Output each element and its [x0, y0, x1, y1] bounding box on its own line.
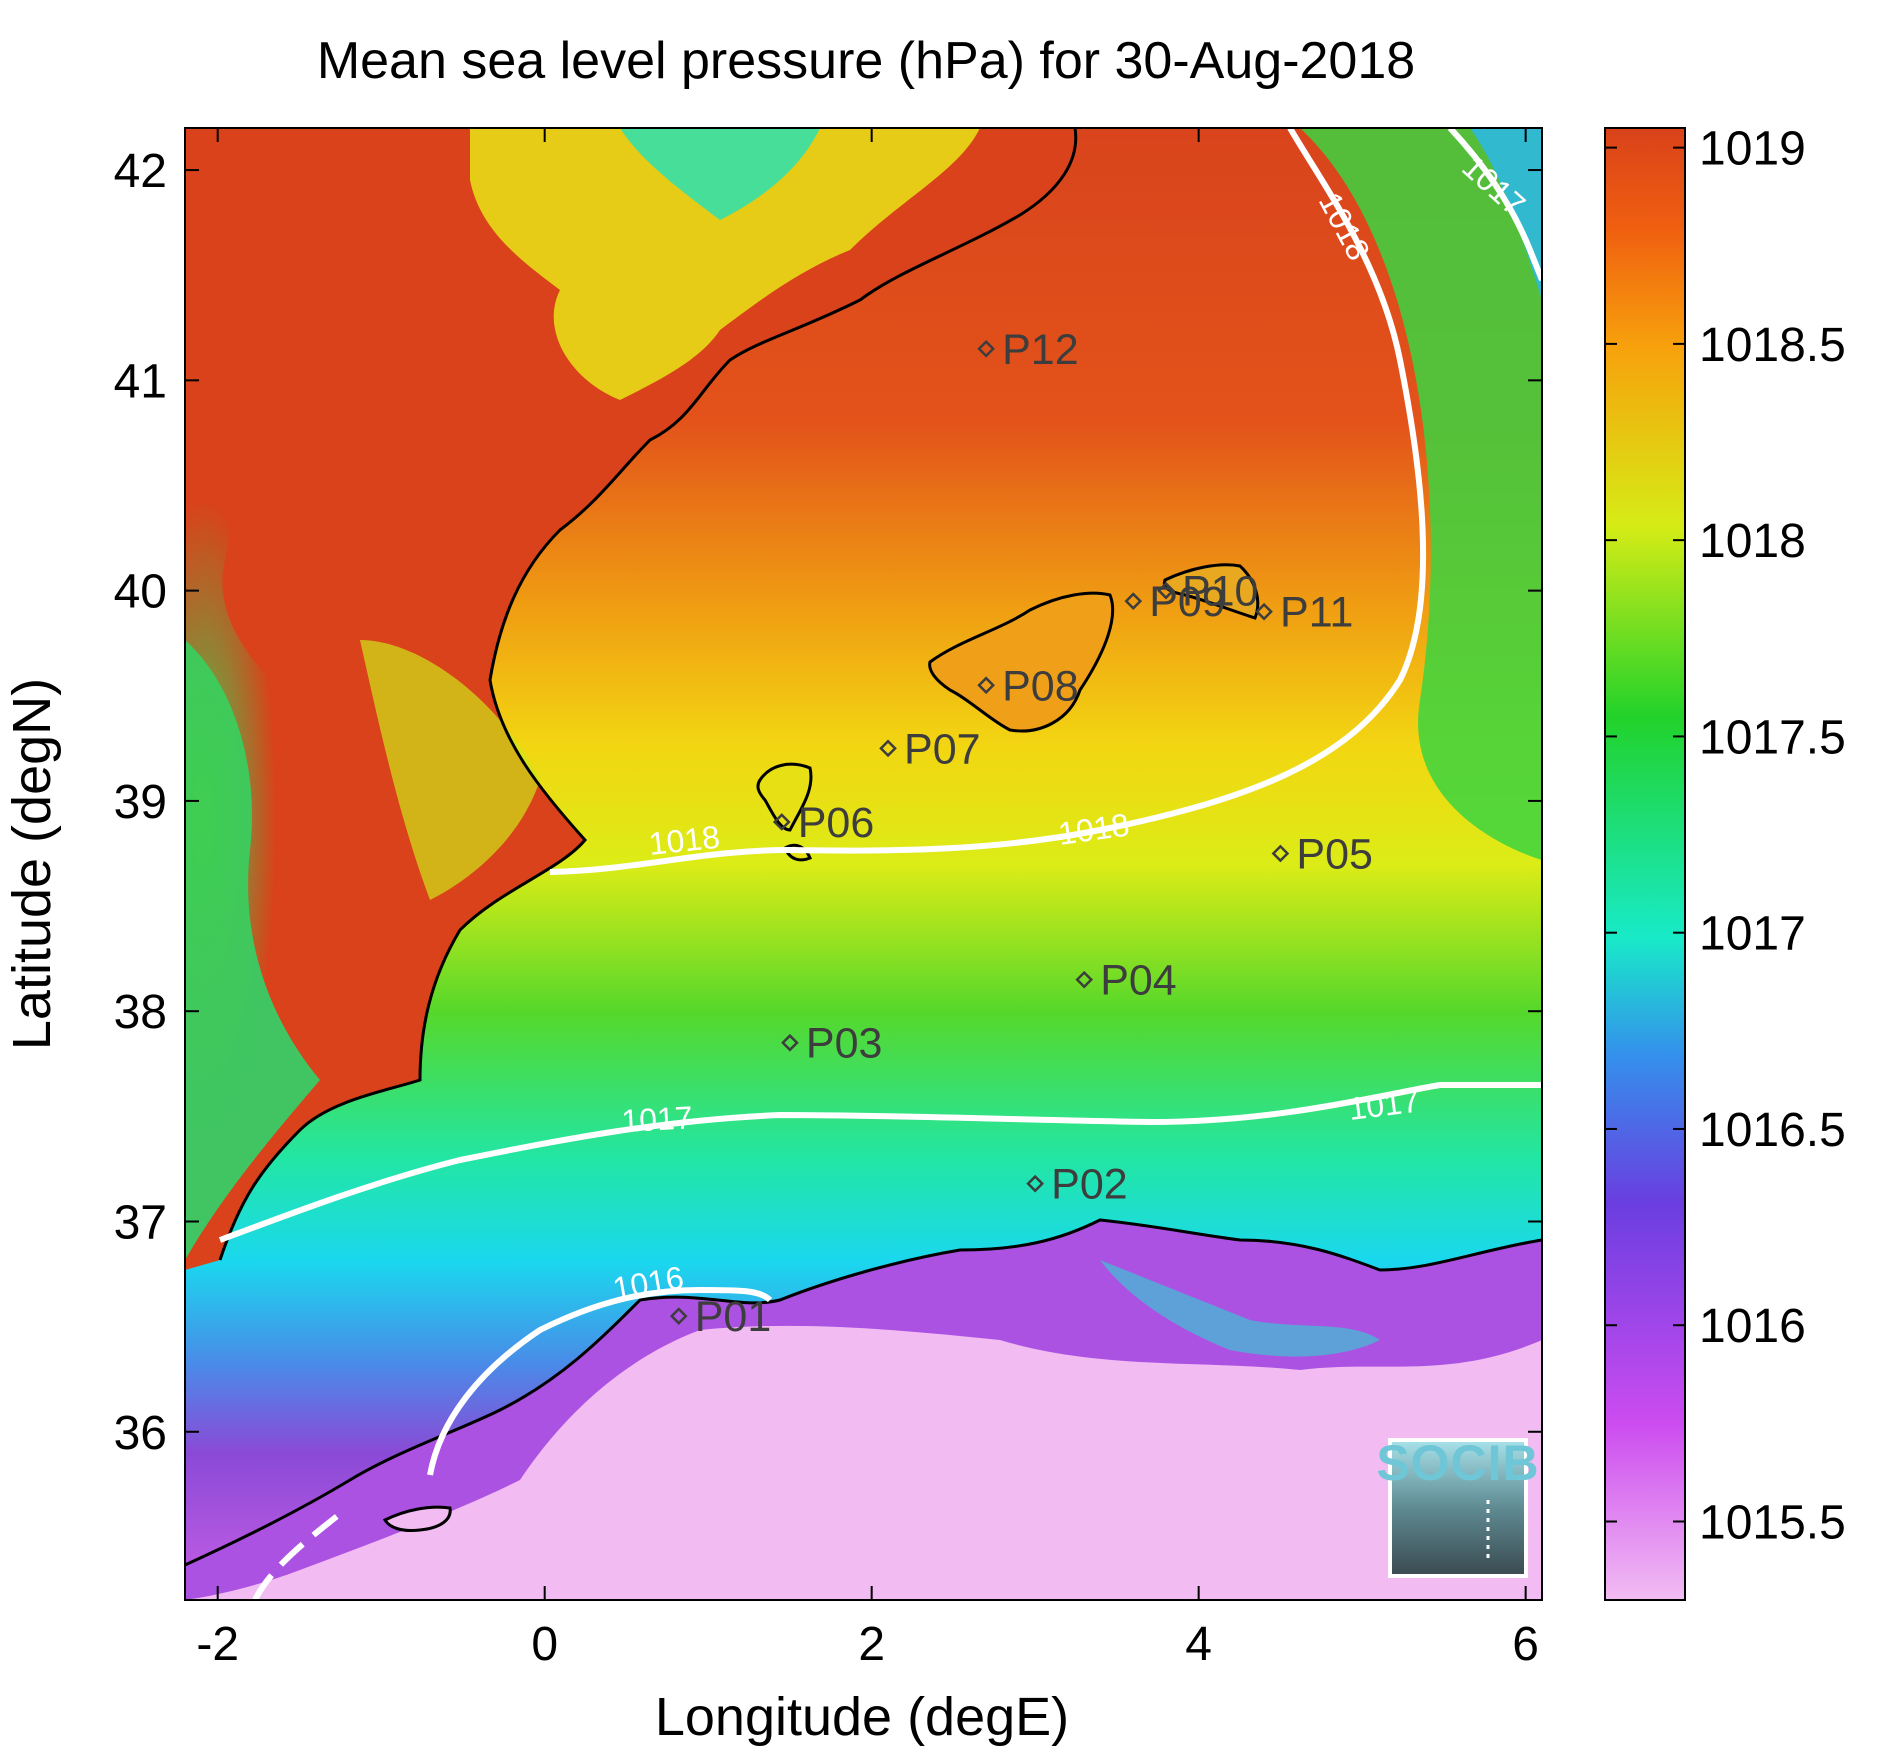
iberia-greens-mid: [185, 380, 368, 1180]
iberia-yellow-north: [470, 128, 980, 400]
contour-label: 1018: [647, 819, 722, 862]
socib-logo: SOCIB: [1376, 1435, 1539, 1578]
y-tick-label: 37: [114, 1196, 167, 1249]
colorbar-tick-label: 1016: [1699, 1300, 1806, 1353]
station-marker-icon: [977, 676, 995, 695]
east-blue-corner: [1470, 128, 1542, 300]
colorbar-tick-label: 1017.5: [1699, 711, 1846, 764]
colorbar-tick-label: 1019: [1699, 123, 1806, 176]
station-marker-icon: [1157, 581, 1175, 600]
station-label: P06: [798, 799, 875, 847]
east-low-pressure-band: [1300, 128, 1542, 860]
x-tick-label: 2: [858, 1618, 885, 1671]
africa-cyan-patches: [1100, 1260, 1380, 1357]
colorbar-tick-label: 1018: [1699, 515, 1806, 568]
station-label: P05: [1296, 830, 1373, 878]
colorbar-tick-label: 1017: [1699, 908, 1806, 961]
station-marker-icon: [977, 339, 995, 358]
colorbar-tick-label: 1018.5: [1699, 319, 1846, 372]
station-marker-icon: [1026, 1174, 1045, 1193]
station-label: P02: [1051, 1161, 1128, 1209]
contour-1017-north-line: [1447, 128, 1542, 282]
menorca-island: [1162, 563, 1260, 620]
axis-ticks: -2 0 2 4 6 36 37 38 39 40 41 42: [114, 128, 1542, 1671]
iberia-cyan-north: [620, 128, 820, 220]
station-p10: P10: [1157, 568, 1259, 616]
station-p05: P05: [1271, 830, 1373, 878]
station-label: P03: [806, 1020, 883, 1068]
contour-1018-line: [549, 128, 1427, 875]
y-tick-label: 40: [114, 566, 167, 619]
station-p08: P08: [977, 662, 1079, 710]
station-label: P01: [695, 1293, 772, 1341]
iberia-coastline: [218, 128, 1078, 1261]
colorbar-gradient: [1604, 127, 1686, 1601]
contour-label: 1017: [1346, 1083, 1421, 1127]
station-p11: P11: [1255, 589, 1353, 637]
contour-label: 1017: [620, 1099, 693, 1139]
colorbar: 1015.5 1016 1016.5 1017 1017.5 1018 1018.5 1019: [1604, 123, 1846, 1601]
station-label: P07: [904, 725, 981, 773]
station-label: P08: [1002, 662, 1079, 710]
station-p02: P02: [1026, 1161, 1128, 1209]
station-label: P04: [1100, 957, 1177, 1005]
station-marker-icon: [1255, 602, 1273, 621]
contour-1017-line: [218, 1082, 1542, 1243]
plot-frame: [184, 127, 1543, 1601]
x-tick-label: -2: [196, 1618, 239, 1671]
x-tick-label: 0: [531, 1618, 558, 1671]
station-label: P10: [1182, 568, 1259, 616]
station-p04: P04: [1075, 957, 1177, 1005]
contour-1016-southwest-line: [252, 1507, 347, 1600]
chart-title: Mean sea level pressure (hPa) for 30-Aug…: [317, 32, 1415, 90]
station-label: P12: [1002, 326, 1079, 374]
alboran-island: [382, 1505, 452, 1532]
station-p01: P01: [669, 1293, 772, 1341]
y-tick-label: 38: [114, 986, 167, 1039]
x-tick-label: 6: [1512, 1618, 1539, 1671]
iberia-yellow-east: [360, 640, 540, 900]
station-marker-icon: [781, 1033, 799, 1052]
colorbar-ticks: 1015.5 1016 1016.5 1017 1017.5 1018 1018.5 1019: [1605, 123, 1846, 1549]
map-plot-area: 1018 1018 1018 1017 1017 1017 1016 SOCIB…: [185, 128, 1542, 1600]
station-p03: P03: [781, 1020, 883, 1068]
x-axis-label: Longitude (degE): [655, 1687, 1069, 1747]
mallorca-island: [928, 591, 1115, 733]
contour-1016-line: [427, 1286, 773, 1476]
socib-logo-text: SOCIB: [1376, 1435, 1539, 1491]
y-tick-label: 39: [114, 776, 167, 829]
y-axis-label: Latitude (degN): [2, 678, 62, 1050]
iberia-land: [185, 128, 1076, 1270]
ibiza-island: [756, 762, 813, 832]
y-tick-label: 41: [114, 355, 167, 408]
station-marker-icon: [1075, 970, 1094, 989]
station-marker-icon: [1124, 592, 1143, 610]
station-marker-icon: [669, 1307, 688, 1325]
station-marker-icon: [879, 739, 897, 758]
station-p07: P07: [879, 725, 981, 773]
colorbar-tick-label: 1015.5: [1699, 1496, 1846, 1549]
station-marker-icon: [1271, 844, 1290, 863]
x-tick-label: 4: [1185, 1618, 1212, 1671]
colorbar-tick-label: 1016.5: [1699, 1104, 1846, 1157]
station-label: P11: [1280, 589, 1353, 637]
africa-coastline: [185, 1218, 1542, 1567]
station-p06: P06: [772, 799, 875, 847]
station-marker-icon: [772, 813, 791, 831]
station-p12: P12: [977, 326, 1079, 374]
y-tick-label: 42: [114, 145, 167, 198]
y-tick-label: 36: [114, 1407, 167, 1460]
